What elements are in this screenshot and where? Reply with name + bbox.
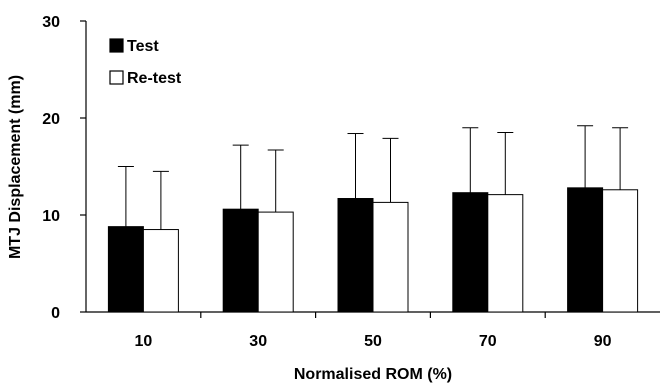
x-tick-label: 90 xyxy=(594,333,612,350)
bars xyxy=(107,187,639,313)
legend-swatch-retest xyxy=(109,70,124,85)
x-tick-label: 70 xyxy=(479,333,497,350)
tick-labels: 0 10 20 30 10 30 50 70 90 xyxy=(42,14,611,350)
x-tick-label: 10 xyxy=(135,333,153,350)
bar-retest xyxy=(602,189,639,313)
bar-test xyxy=(452,192,489,313)
bar-test xyxy=(222,208,259,313)
bar-test xyxy=(107,226,144,313)
x-tick-label: 30 xyxy=(249,333,267,350)
y-tick-label: 0 xyxy=(51,305,60,322)
bar-retest xyxy=(257,211,294,313)
y-tick-label: 30 xyxy=(42,14,60,31)
legend-label-test: Test xyxy=(127,38,159,55)
bar-retest xyxy=(372,201,409,313)
bar-test xyxy=(337,198,374,313)
legend-label-retest: Re-test xyxy=(127,70,182,87)
legend-swatch-test xyxy=(109,38,124,53)
error-bars xyxy=(117,125,629,230)
bar-retest xyxy=(142,229,179,313)
y-axis-title: MTJ Displacement (mm) xyxy=(7,75,24,259)
x-axis-title: Normalised ROM (%) xyxy=(294,366,452,383)
bar-retest xyxy=(487,194,524,313)
bar-test xyxy=(567,187,604,313)
legend: Test Re-test xyxy=(109,38,182,87)
x-tick-label: 50 xyxy=(364,333,382,350)
y-tick-label: 10 xyxy=(42,208,60,225)
y-tick-label: 20 xyxy=(42,111,60,128)
